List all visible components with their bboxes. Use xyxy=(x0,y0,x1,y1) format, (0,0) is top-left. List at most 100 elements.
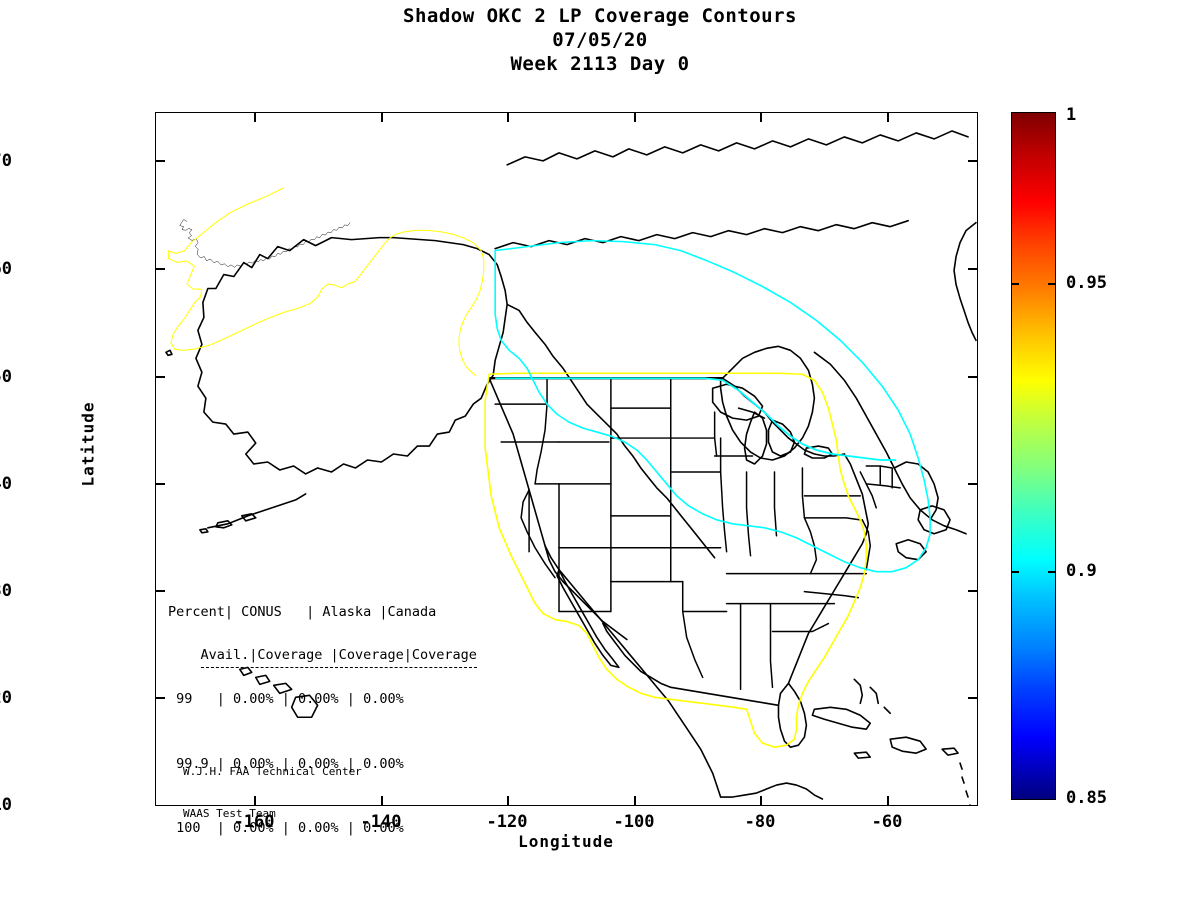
y-tick-right-70 xyxy=(968,160,977,162)
y-tick-right-40 xyxy=(968,483,977,485)
coastline-aleutians xyxy=(207,493,307,529)
island-aleutian-2 xyxy=(215,520,233,529)
coastline-great-lakes-michigan xyxy=(743,411,768,465)
coastline-central-america xyxy=(719,782,824,800)
coastline-mexico-west xyxy=(544,544,722,798)
canada-service-volume-boundary xyxy=(494,239,931,573)
y-tick-label-40: 40 xyxy=(0,474,12,494)
cb-label-095: 0.95 xyxy=(1066,273,1107,293)
credit-line-2: WAAS Test Team xyxy=(183,807,276,820)
map-plot-area: Percent| CONUS | Alaska |Canada Avail.|C… xyxy=(155,112,978,836)
y-tick-right-50 xyxy=(968,376,977,378)
state-border-mi-up xyxy=(737,407,766,419)
coastline-alaska-panhandle xyxy=(506,303,716,559)
cb-label-09: 0.9 xyxy=(1066,561,1097,581)
y-tick-50 xyxy=(156,376,165,378)
state-border-mid-v2 xyxy=(719,437,728,553)
coastline-alaska-detail xyxy=(195,236,508,475)
x-tick-120 xyxy=(507,796,509,805)
coastline-puerto-rico xyxy=(941,747,959,756)
x-tick-140 xyxy=(381,796,383,805)
coastline-newfoundland xyxy=(917,505,951,535)
x-tick-label-160: -160 xyxy=(233,812,275,832)
us-state-borders xyxy=(494,377,901,691)
coastline-nova-scotia xyxy=(895,538,927,561)
x-tick-label-120: -120 xyxy=(486,812,528,832)
coastline-jamaica xyxy=(853,751,872,759)
coastline-alaska xyxy=(179,219,351,268)
y-tick-20 xyxy=(156,697,165,699)
coastline-great-lakes-ontario xyxy=(803,445,834,459)
coastline-cuba xyxy=(811,706,872,731)
alaska-service-volume-boundary xyxy=(167,187,485,377)
state-border-al-ga xyxy=(769,602,774,689)
map-canvas xyxy=(165,130,977,805)
y-tick-70 xyxy=(156,160,165,162)
cb-tick-095-right xyxy=(1048,283,1055,285)
y-tick-label-30: 30 xyxy=(0,581,12,601)
stats-table-row: 99 | 0.00% | 0.00% | 0.00% xyxy=(168,691,404,707)
island-pribilof xyxy=(165,349,173,357)
y-tick-40 xyxy=(156,483,165,485)
title-line-1: Shadow OKC 2 LP Coverage Contours xyxy=(403,5,797,27)
state-border-nc-sc xyxy=(803,590,860,599)
state-border-pa-md xyxy=(803,517,862,521)
x-tick-80 xyxy=(760,796,762,805)
x-axis-title: Longitude xyxy=(518,832,614,851)
stats-table-row: 100 | 0.00% | 0.00% | 0.00% xyxy=(168,820,404,836)
coastline-greenland xyxy=(953,221,977,342)
state-border-new-england xyxy=(865,465,901,489)
y-tick-label-50: 50 xyxy=(0,367,12,387)
state-border-id-w xyxy=(534,377,548,485)
coastline-baja xyxy=(556,568,620,669)
state-border-chesapeake xyxy=(861,519,872,571)
coastline-conus-west xyxy=(488,377,628,641)
border-us-canada-great-lakes xyxy=(721,377,846,457)
x-tick-top-60 xyxy=(887,113,889,122)
stats-table-header-2: Avail.|Coverage |Coverage|Coverage xyxy=(200,645,477,668)
state-border-wv-va xyxy=(803,517,818,575)
conus-coverage-boundary-layer xyxy=(167,187,868,748)
island-hawaii-big xyxy=(290,694,319,719)
x-tick-60 xyxy=(887,796,889,805)
state-border-ga-sc xyxy=(771,622,830,633)
x-tick-100 xyxy=(634,796,636,805)
colorbar-gradient xyxy=(1012,113,1055,799)
stats-table-header-1: Percent| CONUS | Alaska |Canada xyxy=(168,604,437,620)
y-tick-label-60: 60 xyxy=(0,259,12,279)
y-tick-right-30 xyxy=(968,590,977,592)
conus-service-volume-boundary xyxy=(484,372,868,748)
x-tick-label-80: -80 xyxy=(744,812,776,832)
coastline-great-lakes-huron-erie xyxy=(767,419,796,457)
coastline-gulf xyxy=(602,622,780,707)
title-line-3: Week 2113 Day 0 xyxy=(510,53,690,75)
cb-label-085: 0.85 xyxy=(1066,788,1107,808)
title-line-2: 07/05/20 xyxy=(552,29,648,51)
island-aleutian-3 xyxy=(240,513,257,522)
coastline-bahamas xyxy=(853,678,892,715)
cb-tick-095-left xyxy=(1012,283,1019,285)
x-tick-label-140: -140 xyxy=(360,812,402,832)
canada-coverage-boundary-layer xyxy=(494,239,931,573)
coastline-canada-arctic xyxy=(506,130,969,166)
y-tick-right-60 xyxy=(968,268,977,270)
canada-us-border-cyan xyxy=(495,377,897,461)
state-border-oh-pa xyxy=(801,467,806,519)
x-tick-top-160 xyxy=(254,113,256,122)
y-tick-label-70: 70 xyxy=(0,151,12,171)
state-border-la-tx xyxy=(681,580,704,679)
y-tick-label-20: 20 xyxy=(0,688,12,708)
cb-tick-09-right xyxy=(1048,571,1055,573)
coastline-canada-north xyxy=(494,219,909,250)
state-border-ca-nv xyxy=(520,489,556,579)
x-tick-top-120 xyxy=(507,113,509,122)
coastline-labrador xyxy=(893,461,939,521)
coastline-hudson-bay xyxy=(719,345,816,461)
credit-text: W.J.H. FAA Technical Center WAAS Test Te… xyxy=(183,737,362,849)
state-border-in-oh xyxy=(773,471,778,537)
y-tick-60 xyxy=(156,268,165,270)
state-border-ny-ne xyxy=(859,471,877,509)
credit-line-1: W.J.H. FAA Technical Center xyxy=(183,765,362,778)
x-tick-label-60: -60 xyxy=(871,812,903,832)
y-tick-30 xyxy=(156,590,165,592)
